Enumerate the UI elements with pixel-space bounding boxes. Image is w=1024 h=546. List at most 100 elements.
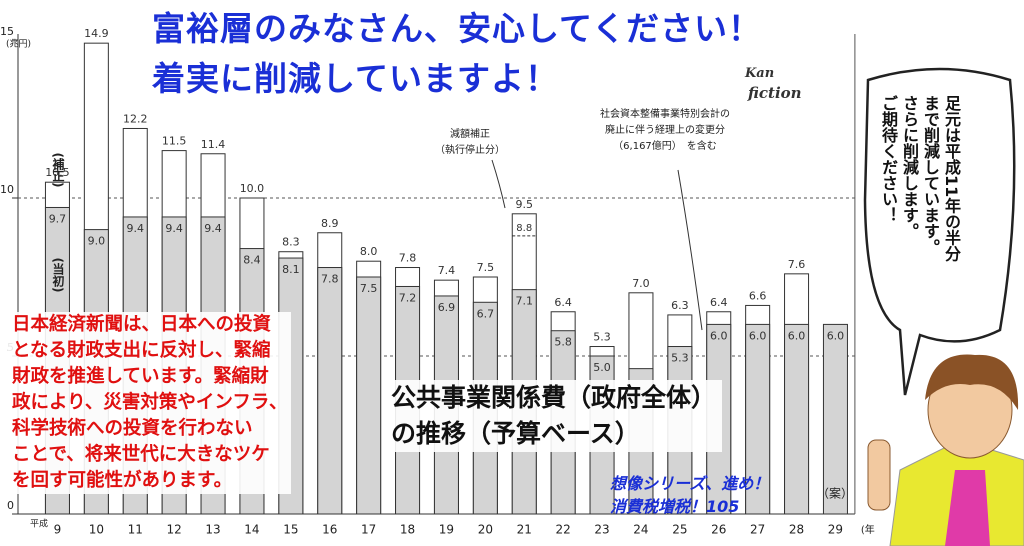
value-label: 11.5 [162, 135, 187, 148]
value-label: 9.4 [127, 222, 145, 235]
bar [356, 276, 382, 515]
bar [745, 323, 771, 515]
headline: 着実に削減していますよ！ [152, 59, 560, 98]
annotation: 減額補正 [450, 127, 490, 140]
y-tick-label: 0 [7, 499, 14, 512]
speech-text: 足元は平成11年の半分 まで削減しています。 さらに削減します。 ご期待ください！ [878, 95, 962, 261]
series-label: (当初) [51, 258, 65, 293]
value-label: 9.4 [204, 222, 222, 235]
x-tick-label: 9 [54, 523, 62, 537]
x-tick-label: 18 [400, 523, 415, 537]
value-label: 9.0 [88, 235, 106, 248]
value-label: 9.5 [516, 198, 534, 211]
value-label: 5.8 [554, 336, 572, 349]
value-label: 7.0 [632, 277, 650, 290]
value-label: 5.3 [593, 331, 611, 344]
note: 日本経済新聞は、日本への投資 となる財政支出に反対し、緊縮 財政を推進しています。緊… [8, 312, 292, 494]
note-line: となる財政支出に反対し、緊縮 [12, 340, 271, 361]
headline: 富裕層のみなさん、安心してください！ [152, 9, 763, 48]
value-label: 5.3 [671, 352, 689, 365]
note-line: を回す可能性があります。 [12, 470, 233, 491]
value-label: 6.3 [671, 299, 689, 312]
value-label: 12.2 [123, 112, 148, 125]
value-label: 10.0 [240, 182, 265, 195]
note-line: 財政を推進しています。緊縮財 [12, 366, 269, 387]
chart-title: 公共事業関係費（政府全体） の推移（予算ベース） [385, 380, 723, 452]
value-label: 7.6 [788, 258, 806, 271]
note-line: 日本経済新聞は、日本への投資 [12, 314, 272, 335]
value-label: 6.4 [554, 296, 572, 309]
speech-line: まで削減しています。 [921, 95, 940, 255]
y-tick-label: 15 [0, 25, 14, 38]
value-label: 8.1 [282, 263, 300, 276]
value-label: 5.0 [593, 361, 611, 374]
annotation: （案） [817, 486, 853, 501]
x-axis-label: 平成 [30, 518, 48, 530]
value-label: 6.0 [788, 329, 806, 342]
x-tick-label: 15 [283, 523, 298, 537]
annotation: 廃止に伴う経理上の変更分 [605, 123, 725, 136]
chart-title-line: 公共事業関係費（政府全体） [391, 383, 717, 412]
x-tick-label: 21 [517, 523, 532, 537]
speech-line: さらに削減します。 [900, 95, 919, 239]
x-tick-label: 24 [633, 523, 648, 537]
logo: Kan [745, 66, 775, 81]
value-label: 6.0 [827, 329, 845, 342]
speech-line: ご期待ください！ [879, 95, 898, 223]
value-label: 7.4 [438, 264, 456, 277]
x-tick-label: 13 [205, 523, 220, 537]
series-tag: 想像シリーズ、進め！ 消費税増税！105 [610, 472, 769, 518]
value-label: 11.4 [201, 138, 226, 151]
value-label: 8.4 [243, 254, 261, 267]
x-tick-label: 12 [167, 523, 182, 537]
note-line: 政により、災害対策やインフラ、 [12, 392, 288, 413]
value-label: 6.0 [749, 329, 767, 342]
value-label: 14.9 [84, 27, 109, 40]
chart-title-line: の推移（予算ベース） [391, 419, 640, 448]
value-label: 10.5 [45, 166, 70, 179]
value-label: 9.7 [49, 212, 67, 225]
x-tick-label: 23 [594, 523, 609, 537]
annotation: 8.8 [516, 223, 532, 234]
annotation-arrow [677, 169, 703, 331]
x-tick-label: 26 [711, 523, 726, 537]
value-label: 7.8 [399, 252, 417, 265]
x-tick-label: 20 [478, 523, 493, 537]
value-label: 6.7 [477, 307, 495, 320]
series-label: (補正) [51, 153, 65, 188]
y-tick-label: 10 [0, 183, 14, 196]
value-label: 7.8 [321, 273, 339, 286]
annotation-arrow [491, 159, 506, 209]
x-tick-label: 29 [828, 523, 843, 537]
x-tick-label: 27 [750, 523, 765, 537]
value-label: 7.5 [477, 261, 495, 274]
value-label: 7.1 [516, 295, 534, 308]
value-label: 8.3 [282, 236, 300, 249]
value-label: 8.0 [360, 245, 378, 258]
x-tick-label: 17 [361, 523, 376, 537]
bar [317, 267, 343, 515]
series-tag-line: 消費税増税！105 [610, 497, 740, 516]
bar [822, 323, 848, 515]
x-tick-label: 22 [556, 523, 571, 537]
x-tick-label: 14 [244, 523, 259, 537]
x-tick-label: 16 [322, 523, 337, 537]
value-label: 6.0 [710, 329, 728, 342]
value-label: 7.2 [399, 291, 417, 304]
annotation: （執行停止分） [435, 143, 505, 156]
x-tick-label: 28 [789, 523, 804, 537]
logo: fiction [748, 84, 802, 102]
series-tag-line: 想像シリーズ、進め！ [610, 474, 770, 493]
note-line: 科学技術への投資を行わない [12, 418, 253, 439]
x-tick-label: 25 [672, 523, 687, 537]
annotation: （6,167億円） を含む [613, 139, 717, 152]
speech-line: 足元は平成11年の半分 [942, 95, 961, 262]
x-tick-label: 19 [439, 523, 454, 537]
y-axis-label: (兆円) [6, 39, 31, 50]
value-label: 6.6 [749, 289, 767, 302]
x-tick-label: 10 [89, 523, 104, 537]
annotation: 社会資本整備事業特別会計の [600, 107, 730, 120]
x-tick-label: 11 [128, 523, 143, 537]
bar [784, 323, 810, 515]
